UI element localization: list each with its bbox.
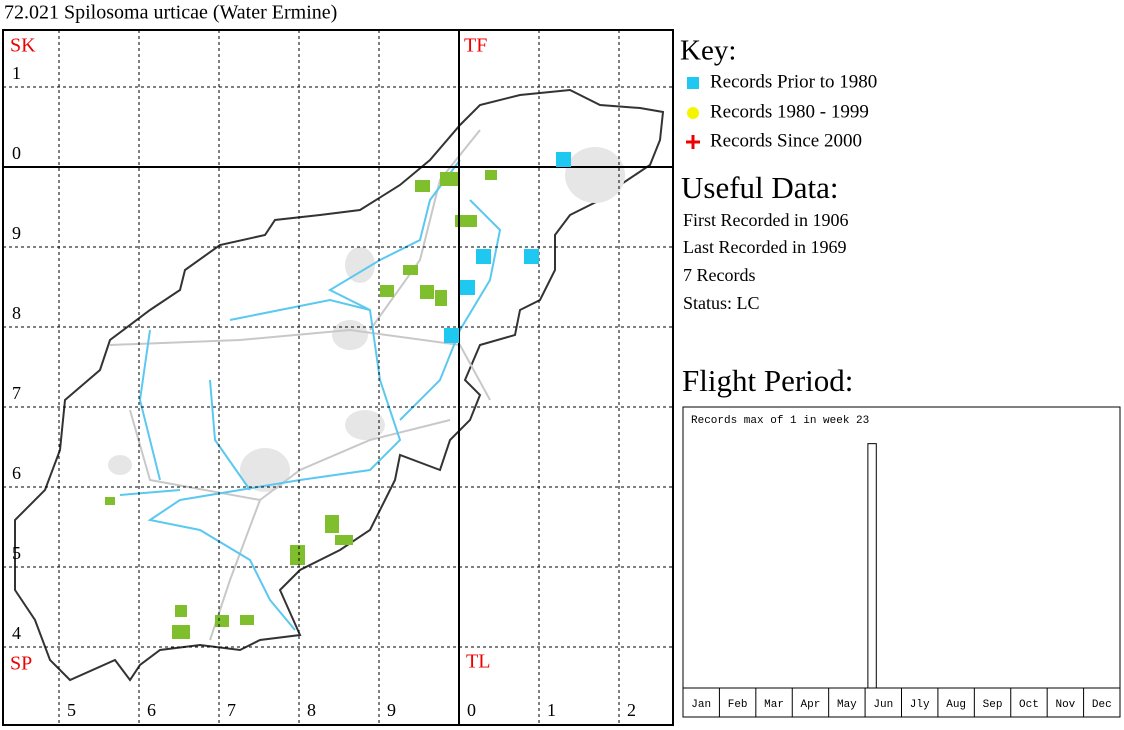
row-label: 5	[12, 543, 21, 563]
column-label: 6	[147, 700, 156, 720]
chart-annotation: Records max of 1 in week 23	[691, 415, 869, 427]
row-label: 1	[12, 63, 21, 83]
column-label: 8	[307, 700, 316, 720]
month-label: Oct	[1019, 699, 1039, 711]
month-label: Jun	[873, 699, 893, 711]
column-label: 0	[467, 700, 476, 720]
record-marker	[556, 152, 571, 167]
month-label: Jly	[910, 699, 930, 711]
square-label: SK	[10, 35, 36, 57]
record-marker	[476, 249, 491, 264]
key-item: Records Prior to 1980	[710, 71, 877, 92]
row-label: 6	[12, 463, 21, 483]
square-labels: SK TF SP TL	[10, 35, 490, 675]
month-label: Feb	[728, 699, 748, 711]
month-label: Jan	[691, 699, 711, 711]
useful-data-line: 7 Records	[683, 265, 755, 285]
record-marker	[524, 249, 539, 264]
key-icon-cross	[686, 135, 700, 149]
key-item: Records Since 2000	[710, 130, 862, 151]
useful-data-title: Useful Data:	[681, 170, 839, 205]
record-marker	[460, 280, 475, 295]
square-label: TF	[464, 35, 487, 57]
key-icon-square	[687, 77, 699, 89]
chart-title: Flight Period:	[682, 363, 853, 398]
column-label: 7	[227, 700, 236, 720]
month-label: May	[837, 699, 857, 711]
month-label: Sep	[983, 699, 1003, 711]
row-label: 9	[12, 223, 21, 243]
useful-data-line: Status: LC	[683, 293, 760, 313]
chart-frame	[682, 406, 1121, 718]
month-label: Mar	[764, 699, 784, 711]
key-item: Records 1980 - 1999	[710, 101, 869, 122]
square-label: TL	[466, 651, 490, 673]
row-label: 7	[12, 383, 21, 403]
key-icon-circle	[687, 107, 699, 119]
useful-data-line: Last Recorded in 1969	[683, 237, 846, 257]
square-label: SP	[10, 653, 32, 675]
month-label: Dec	[1092, 699, 1112, 711]
column-label: 2	[627, 700, 636, 720]
column-label: 9	[387, 700, 396, 720]
page-title: 72.021 Spilosoma urticae (Water Ermine)	[4, 2, 337, 24]
chart: Jan Feb Mar Apr May Jun Jly Aug Sep Oct Nov Dec	[682, 443, 1120, 717]
bar	[867, 443, 877, 689]
column-label: 1	[547, 700, 556, 720]
key-title: Key:	[680, 35, 736, 67]
useful-data-line: First Recorded in 1906	[683, 210, 848, 230]
records	[444, 152, 571, 343]
month-label: Apr	[801, 699, 821, 711]
row-label: 0	[12, 143, 21, 163]
record-marker	[444, 328, 459, 343]
row-label: 4	[12, 623, 21, 643]
month-label: Nov	[1055, 699, 1075, 711]
column-label: 5	[67, 700, 76, 720]
woodland	[105, 170, 497, 639]
grid-lines	[3, 30, 673, 725]
rivers	[119, 159, 502, 631]
column-labels: 5 6 7 8 9 0 1 2	[67, 700, 636, 720]
row-label: 8	[12, 303, 21, 323]
month-label: Aug	[946, 699, 966, 711]
